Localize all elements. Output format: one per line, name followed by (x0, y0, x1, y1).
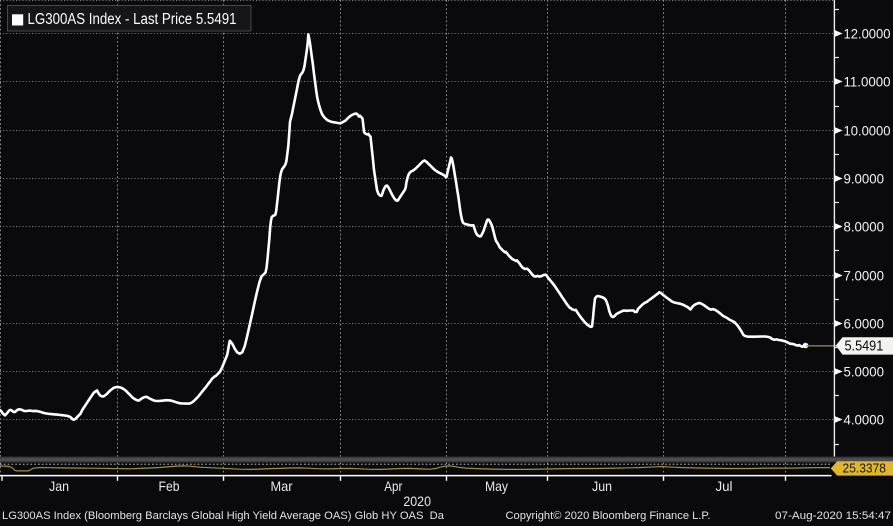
svg-text:11.0000: 11.0000 (844, 74, 891, 90)
svg-text:5.0000: 5.0000 (844, 364, 885, 380)
svg-text:10.0000: 10.0000 (844, 123, 891, 139)
svg-text:12.0000: 12.0000 (844, 26, 891, 42)
svg-text:Mar: Mar (271, 478, 293, 494)
svg-text:Apr: Apr (384, 478, 402, 494)
svg-text:Jun: Jun (592, 478, 612, 494)
svg-text:6.0000: 6.0000 (844, 316, 885, 332)
svg-text:8.0000: 8.0000 (844, 219, 885, 235)
svg-text:LG300AS Index (Bloomberg Barcl: LG300AS Index (Bloomberg Barclays Global… (2, 510, 445, 522)
svg-text:LG300AS Index - Last Price 5.5: LG300AS Index - Last Price 5.5491 (28, 11, 237, 28)
svg-text:4.0000: 4.0000 (844, 412, 885, 428)
svg-text:7.0000: 7.0000 (844, 268, 885, 284)
svg-text:May: May (485, 478, 508, 494)
svg-text:Copyright© 2020 Bloomberg Fina: Copyright© 2020 Bloomberg Finance L.P. (506, 510, 711, 522)
svg-text:9.0000: 9.0000 (844, 171, 885, 187)
svg-text:2020: 2020 (403, 493, 431, 509)
svg-text:5.5491: 5.5491 (845, 338, 884, 355)
svg-text:25.3378: 25.3378 (843, 462, 887, 476)
svg-text:Jul: Jul (716, 478, 733, 494)
svg-text:Jan: Jan (49, 478, 69, 494)
svg-text:Feb: Feb (159, 478, 180, 494)
svg-text:07-Aug-2020 15:54:47: 07-Aug-2020 15:54:47 (775, 510, 891, 522)
